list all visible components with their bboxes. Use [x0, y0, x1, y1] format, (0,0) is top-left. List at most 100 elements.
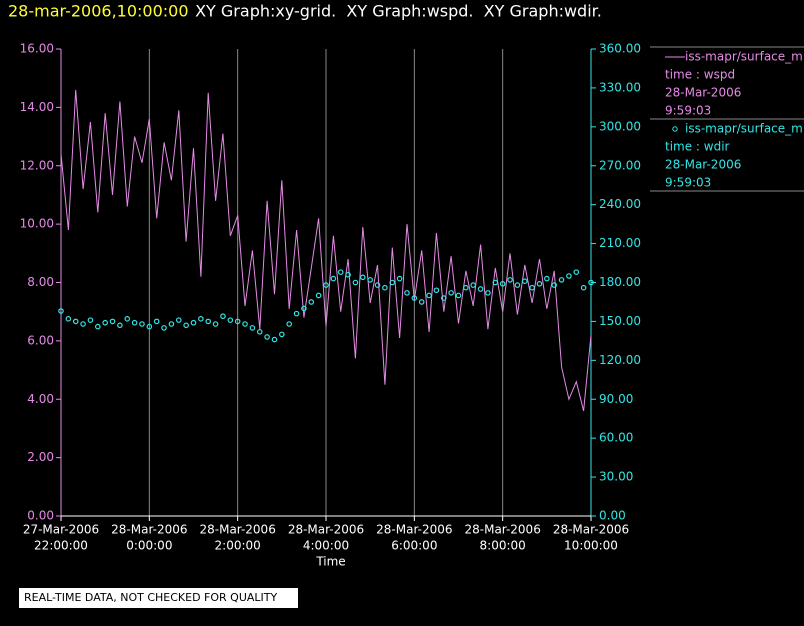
data-point: [492, 279, 499, 286]
data-point: [558, 277, 565, 283]
data-point: [95, 323, 101, 330]
x-tick-label: 28-Mar-2006: [376, 523, 452, 537]
y2-tick-label: 0.00: [599, 509, 626, 523]
data-point: [80, 321, 86, 327]
x-tick-label: 27-Mar-2006: [23, 523, 99, 537]
data-point: [448, 290, 454, 296]
footer-box: [19, 588, 298, 608]
y-tick-label: 6.00: [27, 333, 54, 347]
legend-name: iss-mapr/surface_m: [685, 50, 803, 64]
footer-note: REAL-TIME DATA, NOT CHECKED FOR QUALITY: [24, 591, 278, 604]
x-tick-label: 28-Mar-2006: [199, 523, 275, 537]
y-tick-label: 0.00: [27, 509, 54, 523]
y-tick-label: 10.00: [20, 217, 54, 231]
x-tick-label: 28-Mar-2006: [111, 523, 187, 537]
data-point: [411, 295, 418, 301]
data-point: [161, 325, 167, 331]
data-point: [58, 308, 64, 314]
data-point: [499, 280, 506, 287]
data-point: [330, 275, 337, 282]
y-tick-label: 16.00: [20, 42, 54, 56]
data-point: [367, 277, 373, 283]
data-point: [580, 284, 587, 291]
data-point: [279, 331, 285, 338]
data-point: [536, 280, 543, 287]
y2-tick-label: 30.00: [599, 470, 633, 484]
x-tick-label: 4:00:00: [303, 539, 349, 553]
legend-info: 28-Mar-2006: [665, 158, 741, 172]
data-point: [470, 282, 477, 288]
x-tick-label: 2:00:00: [215, 539, 261, 553]
legend-info: time : wspd: [665, 68, 735, 82]
data-point: [190, 319, 197, 326]
x-tick-label: 28-Mar-2006: [288, 523, 364, 537]
data-point: [529, 284, 535, 291]
data-point: [566, 273, 572, 279]
data-point: [242, 321, 248, 327]
data-point: [507, 277, 513, 283]
y2-tick-label: 270.00: [599, 158, 641, 172]
data-point: [463, 284, 469, 291]
header-timestamp: 28-mar-2006,10:00:00: [8, 2, 189, 21]
legend-name: iss-mapr/surface_m: [685, 122, 803, 136]
data-point: [337, 269, 344, 275]
y2-tick-label: 300.00: [599, 119, 641, 133]
data-point: [65, 316, 72, 322]
data-point: [198, 316, 204, 322]
data-point: [234, 318, 241, 325]
data-point: [396, 275, 403, 282]
data-point: [131, 319, 138, 326]
x-tick-label: 28-Mar-2006: [553, 523, 629, 537]
data-point: [440, 295, 447, 301]
data-point: [544, 275, 550, 282]
y-tick-label: 8.00: [27, 275, 54, 289]
y-tick-label: 2.00: [27, 450, 54, 464]
legend-info: 9:59:03: [665, 176, 711, 190]
x-tick-label: 8:00:00: [480, 539, 526, 553]
data-point: [175, 317, 182, 323]
data-point: [264, 334, 270, 340]
data-point: [588, 279, 594, 286]
data-point: [345, 271, 351, 278]
data-point: [360, 274, 366, 281]
y2-tick-label: 330.00: [599, 80, 641, 94]
data-point: [418, 299, 425, 305]
data-point: [286, 321, 292, 327]
data-point: [323, 282, 329, 288]
data-point: [315, 292, 322, 299]
data-point: [426, 292, 432, 299]
y2-tick-label: 90.00: [599, 392, 633, 406]
data-point: [374, 282, 381, 288]
y-tick-label: 4.00: [27, 392, 54, 406]
data-point: [293, 310, 300, 317]
x-tick-label: 10:00:00: [564, 539, 618, 553]
y2-tick-label: 120.00: [599, 353, 641, 367]
data-point: [382, 284, 388, 291]
x-tick-label: 28-Mar-2006: [464, 523, 540, 537]
data-point: [153, 318, 160, 325]
data-point: [102, 319, 108, 326]
data-point: [404, 290, 410, 296]
data-point: [124, 316, 131, 322]
data-point: [109, 318, 116, 325]
legend-swatch: [672, 126, 678, 132]
data-point: [433, 287, 440, 294]
data-point: [551, 282, 557, 288]
y2-tick-label: 180.00: [599, 275, 641, 289]
data-point: [168, 321, 175, 327]
data-point: [117, 322, 123, 329]
y2-tick-label: 60.00: [599, 431, 633, 445]
x-tick-label: 0:00:00: [126, 539, 172, 553]
data-point: [308, 299, 315, 305]
data-point: [352, 279, 359, 286]
data-point: [573, 269, 580, 275]
y-tick-label: 12.00: [20, 158, 54, 172]
legend-info: 28-Mar-2006: [665, 86, 741, 100]
data-point: [227, 317, 234, 323]
data-point: [139, 321, 145, 327]
data-point: [183, 322, 189, 329]
